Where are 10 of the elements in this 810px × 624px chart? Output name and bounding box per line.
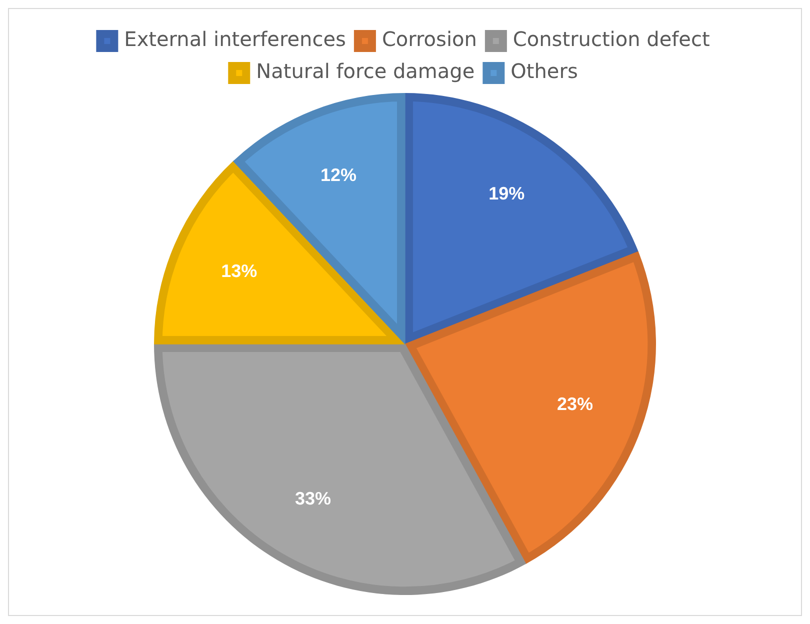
legend-label: Construction defect	[512, 27, 710, 52]
data-label: 13%	[221, 261, 258, 282]
data-label: 12%	[320, 164, 356, 185]
legend-label: Others	[510, 59, 578, 84]
data-label: 33%	[294, 488, 332, 509]
legend-label: Corrosion	[382, 27, 477, 52]
legend-label: External interferences	[124, 27, 346, 52]
legend-label: Natural force damage	[256, 59, 475, 84]
data-label: 19%	[488, 184, 525, 204]
data-label: 23%	[557, 394, 594, 414]
